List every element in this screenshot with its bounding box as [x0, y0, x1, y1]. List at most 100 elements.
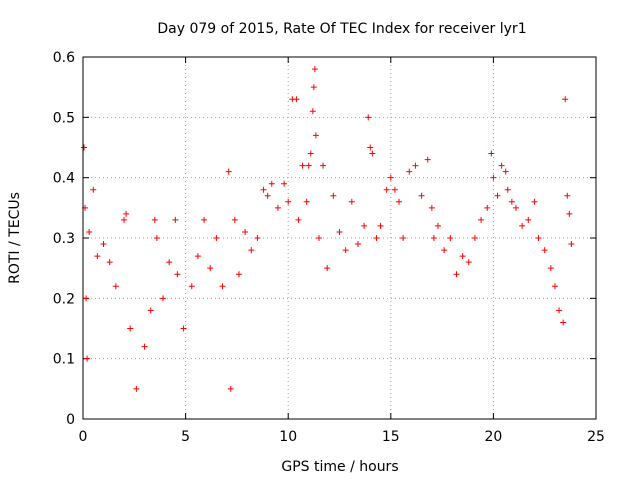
data-point	[121, 216, 128, 223]
data-point	[127, 325, 134, 332]
y-tick-label: 0.4	[53, 171, 75, 187]
data-point	[83, 295, 90, 302]
x-tick-label: 20	[484, 429, 502, 445]
data-point	[348, 198, 355, 205]
data-point	[312, 132, 319, 139]
data-point	[147, 307, 154, 314]
data-point	[547, 265, 554, 272]
data-point	[494, 192, 501, 199]
data-point	[94, 253, 101, 260]
data-point	[441, 247, 448, 254]
y-tick-label: 0.5	[53, 110, 75, 126]
data-point	[512, 204, 519, 211]
data-point	[400, 235, 407, 241]
data-point	[535, 235, 542, 241]
data-point	[566, 210, 573, 217]
data-point	[133, 385, 140, 392]
data-point	[309, 108, 316, 115]
data-point	[188, 283, 195, 290]
data-point	[387, 174, 394, 181]
data-point	[194, 253, 201, 260]
data-point	[519, 222, 526, 229]
data-point	[342, 247, 349, 254]
data-point	[315, 235, 322, 241]
data-point	[106, 259, 113, 266]
data-point	[377, 222, 384, 229]
data-point	[525, 216, 532, 223]
data-point	[367, 144, 374, 151]
data-point	[568, 241, 575, 248]
data-point	[303, 198, 310, 205]
data-point	[311, 66, 318, 73]
data-point	[227, 385, 234, 392]
data-point	[465, 259, 472, 266]
data-point	[330, 192, 337, 199]
data-point	[324, 265, 331, 272]
y-axis-label: ROTI / TECUs	[7, 192, 23, 284]
y-tick-label: 0	[66, 412, 75, 428]
data-point	[242, 228, 249, 235]
axis-ticks: 0 5 10 15 20 25 0 0.1 0.2 0.3 0.4 0.5 0.6	[53, 50, 605, 445]
data-point	[305, 162, 312, 169]
data-point	[354, 241, 361, 248]
x-tick-label: 10	[279, 429, 297, 445]
data-point	[406, 168, 413, 175]
data-point	[248, 247, 255, 254]
data-point	[365, 114, 372, 121]
data-point	[264, 192, 271, 199]
data-point	[151, 216, 158, 223]
data-point	[430, 235, 437, 241]
data-point	[541, 247, 548, 254]
grid-lines	[83, 57, 596, 419]
data-point	[201, 216, 208, 223]
data-point	[293, 96, 300, 103]
data-point	[285, 198, 292, 205]
data-point	[123, 210, 130, 217]
y-tick-label: 0.6	[53, 50, 75, 66]
data-point	[336, 228, 343, 235]
data-point	[369, 150, 376, 157]
data-point	[418, 192, 425, 199]
data-point	[361, 222, 368, 229]
data-point	[172, 216, 179, 223]
data-point	[453, 271, 460, 278]
y-tick-label: 0.2	[53, 291, 75, 307]
data-point	[180, 325, 187, 332]
data-points	[81, 66, 575, 392]
data-point	[281, 180, 288, 187]
data-point	[174, 271, 181, 278]
data-point	[274, 204, 281, 211]
data-point	[564, 192, 571, 199]
data-point	[508, 198, 515, 205]
data-point	[112, 283, 119, 290]
data-point	[504, 186, 511, 193]
data-point	[310, 84, 317, 91]
data-point	[166, 259, 173, 266]
data-point	[81, 144, 88, 151]
data-point	[459, 253, 466, 260]
y-tick-label: 0.1	[53, 352, 75, 368]
data-point	[84, 355, 91, 362]
data-point	[471, 235, 478, 241]
data-point	[299, 162, 306, 169]
data-point	[254, 235, 261, 241]
data-point	[447, 235, 454, 241]
data-point	[560, 319, 567, 326]
data-point	[531, 198, 538, 205]
data-point	[213, 235, 220, 241]
chart-title: Day 079 of 2015, Rate Of TEC Index for r…	[157, 21, 526, 37]
y-tick-label: 0.3	[53, 231, 75, 247]
data-point	[307, 150, 314, 157]
data-point	[490, 174, 497, 181]
data-point	[488, 150, 495, 157]
data-point	[207, 265, 214, 272]
data-point	[391, 186, 398, 193]
data-point	[373, 235, 380, 241]
data-point	[434, 222, 441, 229]
data-point	[478, 216, 485, 223]
data-point	[160, 295, 167, 302]
data-point	[551, 283, 558, 290]
data-point	[153, 235, 160, 241]
